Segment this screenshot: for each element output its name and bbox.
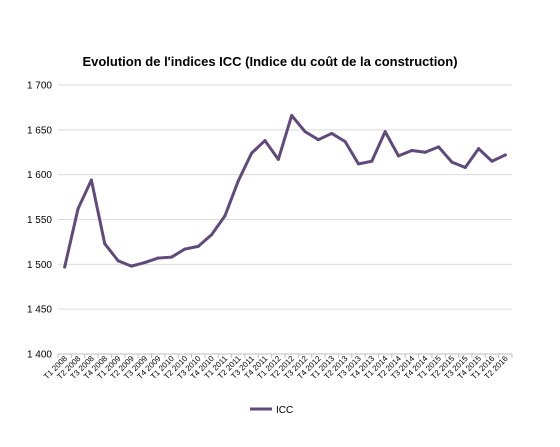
y-tick-label: 1 450 [27,305,52,316]
data-point [316,138,320,142]
data-point [250,151,254,155]
y-tick-label: 1 600 [27,170,52,181]
grid [58,84,512,310]
data-point [303,130,307,134]
data-point [210,233,214,237]
y-tick-label: 1 400 [27,350,52,361]
data-point [370,159,374,163]
data-point [290,113,294,117]
y-tick-label: 1 550 [27,215,52,226]
data-point [437,145,441,149]
data-point [343,139,347,143]
data-point [383,130,387,134]
y-axis-ticks: 1 400 1 450 1 500 1 550 1 600 1 650 1 700 [27,81,52,361]
data-point [477,147,481,151]
data-point [397,154,400,158]
data-point [236,179,240,183]
chart-title: Evolution de l'indices ICC (Indice du co… [82,54,457,69]
data-point [143,261,147,265]
data-point [356,162,360,166]
data-point [103,242,107,246]
data-point [490,159,494,163]
data-point [410,148,414,152]
data-point [116,259,120,263]
data-point [463,165,467,169]
data-point [89,178,93,182]
data-point [263,139,267,143]
series-layer [63,113,507,269]
data-point [330,131,334,135]
data-point [183,247,187,251]
data-point [196,244,200,248]
series-line-icc [63,113,507,269]
y-tick-label: 1 650 [27,125,52,136]
data-point [156,256,160,260]
y-tick-label: 1 500 [27,260,52,271]
data-point [129,264,133,268]
data-point [450,160,454,164]
data-point [63,265,67,269]
data-point [276,157,280,161]
data-point [76,207,80,211]
legend: ICC [250,405,293,416]
y-tick-label: 1 700 [27,81,52,92]
legend-label: ICC [276,405,293,416]
data-point [223,214,227,218]
data-point [503,153,507,157]
data-point [170,255,173,259]
data-point [423,150,427,154]
